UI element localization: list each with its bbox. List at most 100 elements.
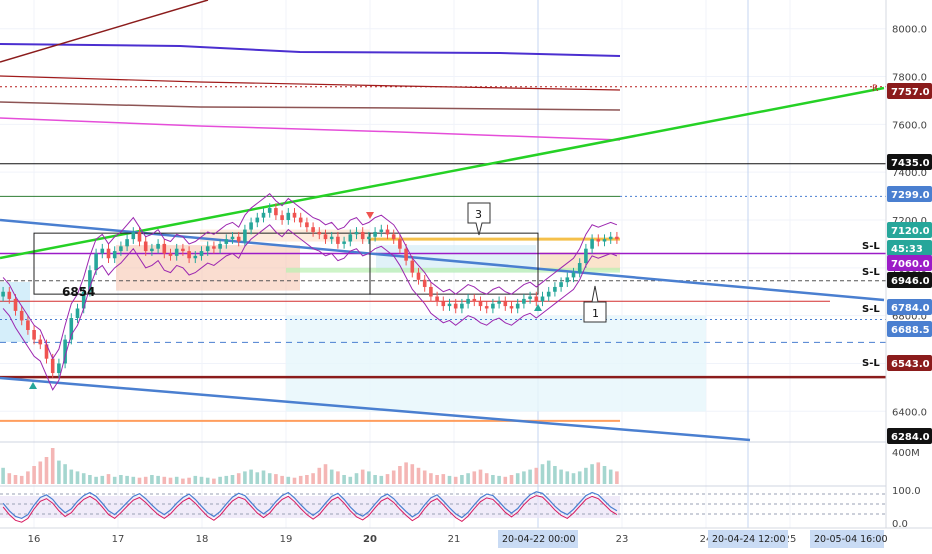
envelope-lower bbox=[2, 224, 618, 391]
candle bbox=[584, 248, 588, 264]
candle bbox=[100, 248, 105, 254]
candle bbox=[174, 248, 179, 256]
price-axis[interactable]: 8000.07800.07600.07400.07200.07000.06800… bbox=[885, 0, 932, 530]
time-axis[interactable]: 16 17 18 19 20 21 23 24 25 20-04-22 00:00 20-04-24… bbox=[0, 527, 932, 550]
ma-blue-top bbox=[0, 43, 621, 57]
volume-bar bbox=[261, 470, 266, 484]
callout-label-3: 3 bbox=[475, 208, 482, 221]
candle bbox=[63, 339, 67, 364]
volume-bar bbox=[615, 471, 619, 484]
time-highlight bbox=[810, 530, 884, 548]
price-tag-label: 7435.0 bbox=[891, 158, 930, 169]
candle bbox=[230, 236, 235, 240]
volume-bar bbox=[57, 460, 61, 484]
price-tag bbox=[887, 428, 932, 444]
candle bbox=[323, 234, 328, 240]
marker-sl: S-L bbox=[862, 304, 880, 315]
volume-bar bbox=[125, 475, 129, 484]
oscillator-pane bbox=[0, 485, 886, 523]
price-tag bbox=[887, 255, 932, 271]
candle bbox=[577, 263, 582, 273]
price-tag bbox=[887, 299, 932, 315]
price-tick-label: 6400.0 bbox=[892, 407, 927, 418]
candle bbox=[404, 248, 408, 261]
volume-bar bbox=[205, 477, 210, 484]
price-tag bbox=[887, 154, 932, 170]
price-tag-label: 7757.0 bbox=[891, 87, 930, 98]
volume-bar bbox=[553, 466, 557, 484]
marker-up-right bbox=[534, 304, 542, 311]
trendline-blue-lower bbox=[0, 376, 751, 442]
candle bbox=[19, 310, 24, 321]
volume-bar bbox=[491, 475, 495, 484]
volume-pane bbox=[0, 441, 886, 484]
volume-bar bbox=[329, 469, 334, 484]
oscillator-d bbox=[2, 495, 618, 523]
level-lines bbox=[0, 86, 886, 422]
candle bbox=[522, 298, 526, 304]
candle bbox=[125, 239, 129, 247]
volume-bar bbox=[187, 477, 191, 484]
candle bbox=[57, 363, 61, 374]
volume-bar bbox=[509, 475, 514, 484]
candle bbox=[329, 236, 334, 240]
candle bbox=[1, 291, 5, 297]
volume-bar bbox=[311, 473, 315, 484]
volume-bar bbox=[522, 471, 526, 484]
volume-bar bbox=[131, 476, 136, 484]
candle bbox=[354, 231, 359, 235]
annotation-6854: 6854 bbox=[62, 285, 95, 299]
candle bbox=[143, 241, 148, 252]
volume-bar bbox=[298, 475, 303, 484]
candle bbox=[515, 303, 520, 309]
price-tick-label: 7200.0 bbox=[892, 216, 927, 227]
volume-bar bbox=[404, 462, 408, 484]
volume-bar bbox=[119, 475, 123, 484]
price-tag bbox=[887, 272, 932, 288]
time-tick-label: 18 bbox=[196, 534, 209, 545]
volume-bar bbox=[602, 466, 607, 484]
volume-bar bbox=[69, 469, 74, 484]
marker-sl: S-L bbox=[862, 241, 880, 252]
marker-down bbox=[366, 212, 374, 219]
volume-bar bbox=[63, 464, 67, 484]
time-highlight bbox=[498, 530, 578, 548]
volume-bar bbox=[429, 473, 433, 484]
volume-bar bbox=[243, 471, 247, 484]
volume-bar bbox=[50, 448, 55, 484]
price-tick-label: 8000.0 bbox=[892, 25, 927, 36]
candle bbox=[106, 248, 111, 259]
candle bbox=[385, 229, 390, 235]
volume-bar bbox=[100, 475, 105, 484]
volume-bar bbox=[497, 475, 501, 484]
price-tag bbox=[887, 355, 932, 371]
oscillator-axis-label: 100.0 bbox=[892, 486, 921, 497]
volume-bar bbox=[19, 475, 24, 484]
volume-bar bbox=[137, 477, 142, 484]
candle bbox=[435, 296, 439, 302]
ma-brown bbox=[0, 101, 621, 111]
time-tick-label: 23 bbox=[616, 534, 629, 545]
candle bbox=[261, 212, 266, 218]
candle bbox=[187, 251, 191, 259]
volume-bar bbox=[38, 461, 43, 484]
volume-bar bbox=[162, 476, 167, 484]
candle bbox=[528, 296, 532, 299]
annotations: 6854 3 1 R S-L S-L S-L S-L bbox=[29, 84, 880, 389]
candle bbox=[336, 236, 340, 244]
volume-bar bbox=[75, 471, 80, 484]
volume-bar bbox=[150, 475, 154, 484]
candle bbox=[32, 330, 36, 340]
volume-bar bbox=[280, 475, 284, 484]
time-tick-label: 20 bbox=[363, 534, 377, 545]
trend-lines bbox=[0, 0, 885, 442]
volume-bar bbox=[267, 473, 272, 484]
volume-bar bbox=[354, 473, 359, 484]
candle bbox=[199, 251, 204, 256]
time-highlight-label: 20-05-04 16:00 bbox=[814, 534, 888, 545]
candle bbox=[94, 253, 98, 271]
candle bbox=[447, 303, 452, 307]
candle bbox=[50, 358, 55, 374]
volume-bar bbox=[13, 475, 18, 484]
